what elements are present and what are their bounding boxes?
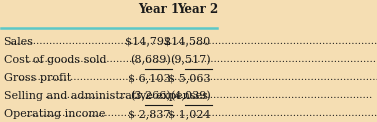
Text: Year 2: Year 2: [178, 3, 219, 16]
Text: $ 6,103: $ 6,103: [128, 73, 171, 83]
Text: Operating income: Operating income: [3, 109, 105, 119]
Text: ................................................................................: ........................................…: [44, 91, 372, 100]
Text: Year 1: Year 1: [138, 3, 179, 16]
Text: ................................................................................: ........................................…: [25, 55, 377, 64]
Text: ................................................................................: ........................................…: [18, 73, 377, 82]
Text: Gross profit: Gross profit: [3, 73, 71, 83]
Text: (8,689): (8,689): [130, 55, 171, 65]
Text: $ 1,024: $ 1,024: [168, 109, 211, 119]
Text: ................................................................................: ........................................…: [10, 37, 377, 46]
Text: ................................................................................: ........................................…: [23, 109, 377, 118]
Text: $14,792: $14,792: [124, 37, 171, 47]
Text: Selling and administrative expenses: Selling and administrative expenses: [3, 91, 207, 101]
Text: $14,580: $14,580: [164, 37, 211, 47]
Text: Cost of goods sold: Cost of goods sold: [3, 55, 106, 65]
Text: $ 2,837: $ 2,837: [128, 109, 171, 119]
Text: Sales: Sales: [3, 37, 34, 47]
Text: $ 5,063: $ 5,063: [168, 73, 211, 83]
Text: (3,266): (3,266): [130, 91, 171, 101]
Text: (9,517): (9,517): [170, 55, 211, 65]
Text: (4,039): (4,039): [170, 91, 211, 101]
